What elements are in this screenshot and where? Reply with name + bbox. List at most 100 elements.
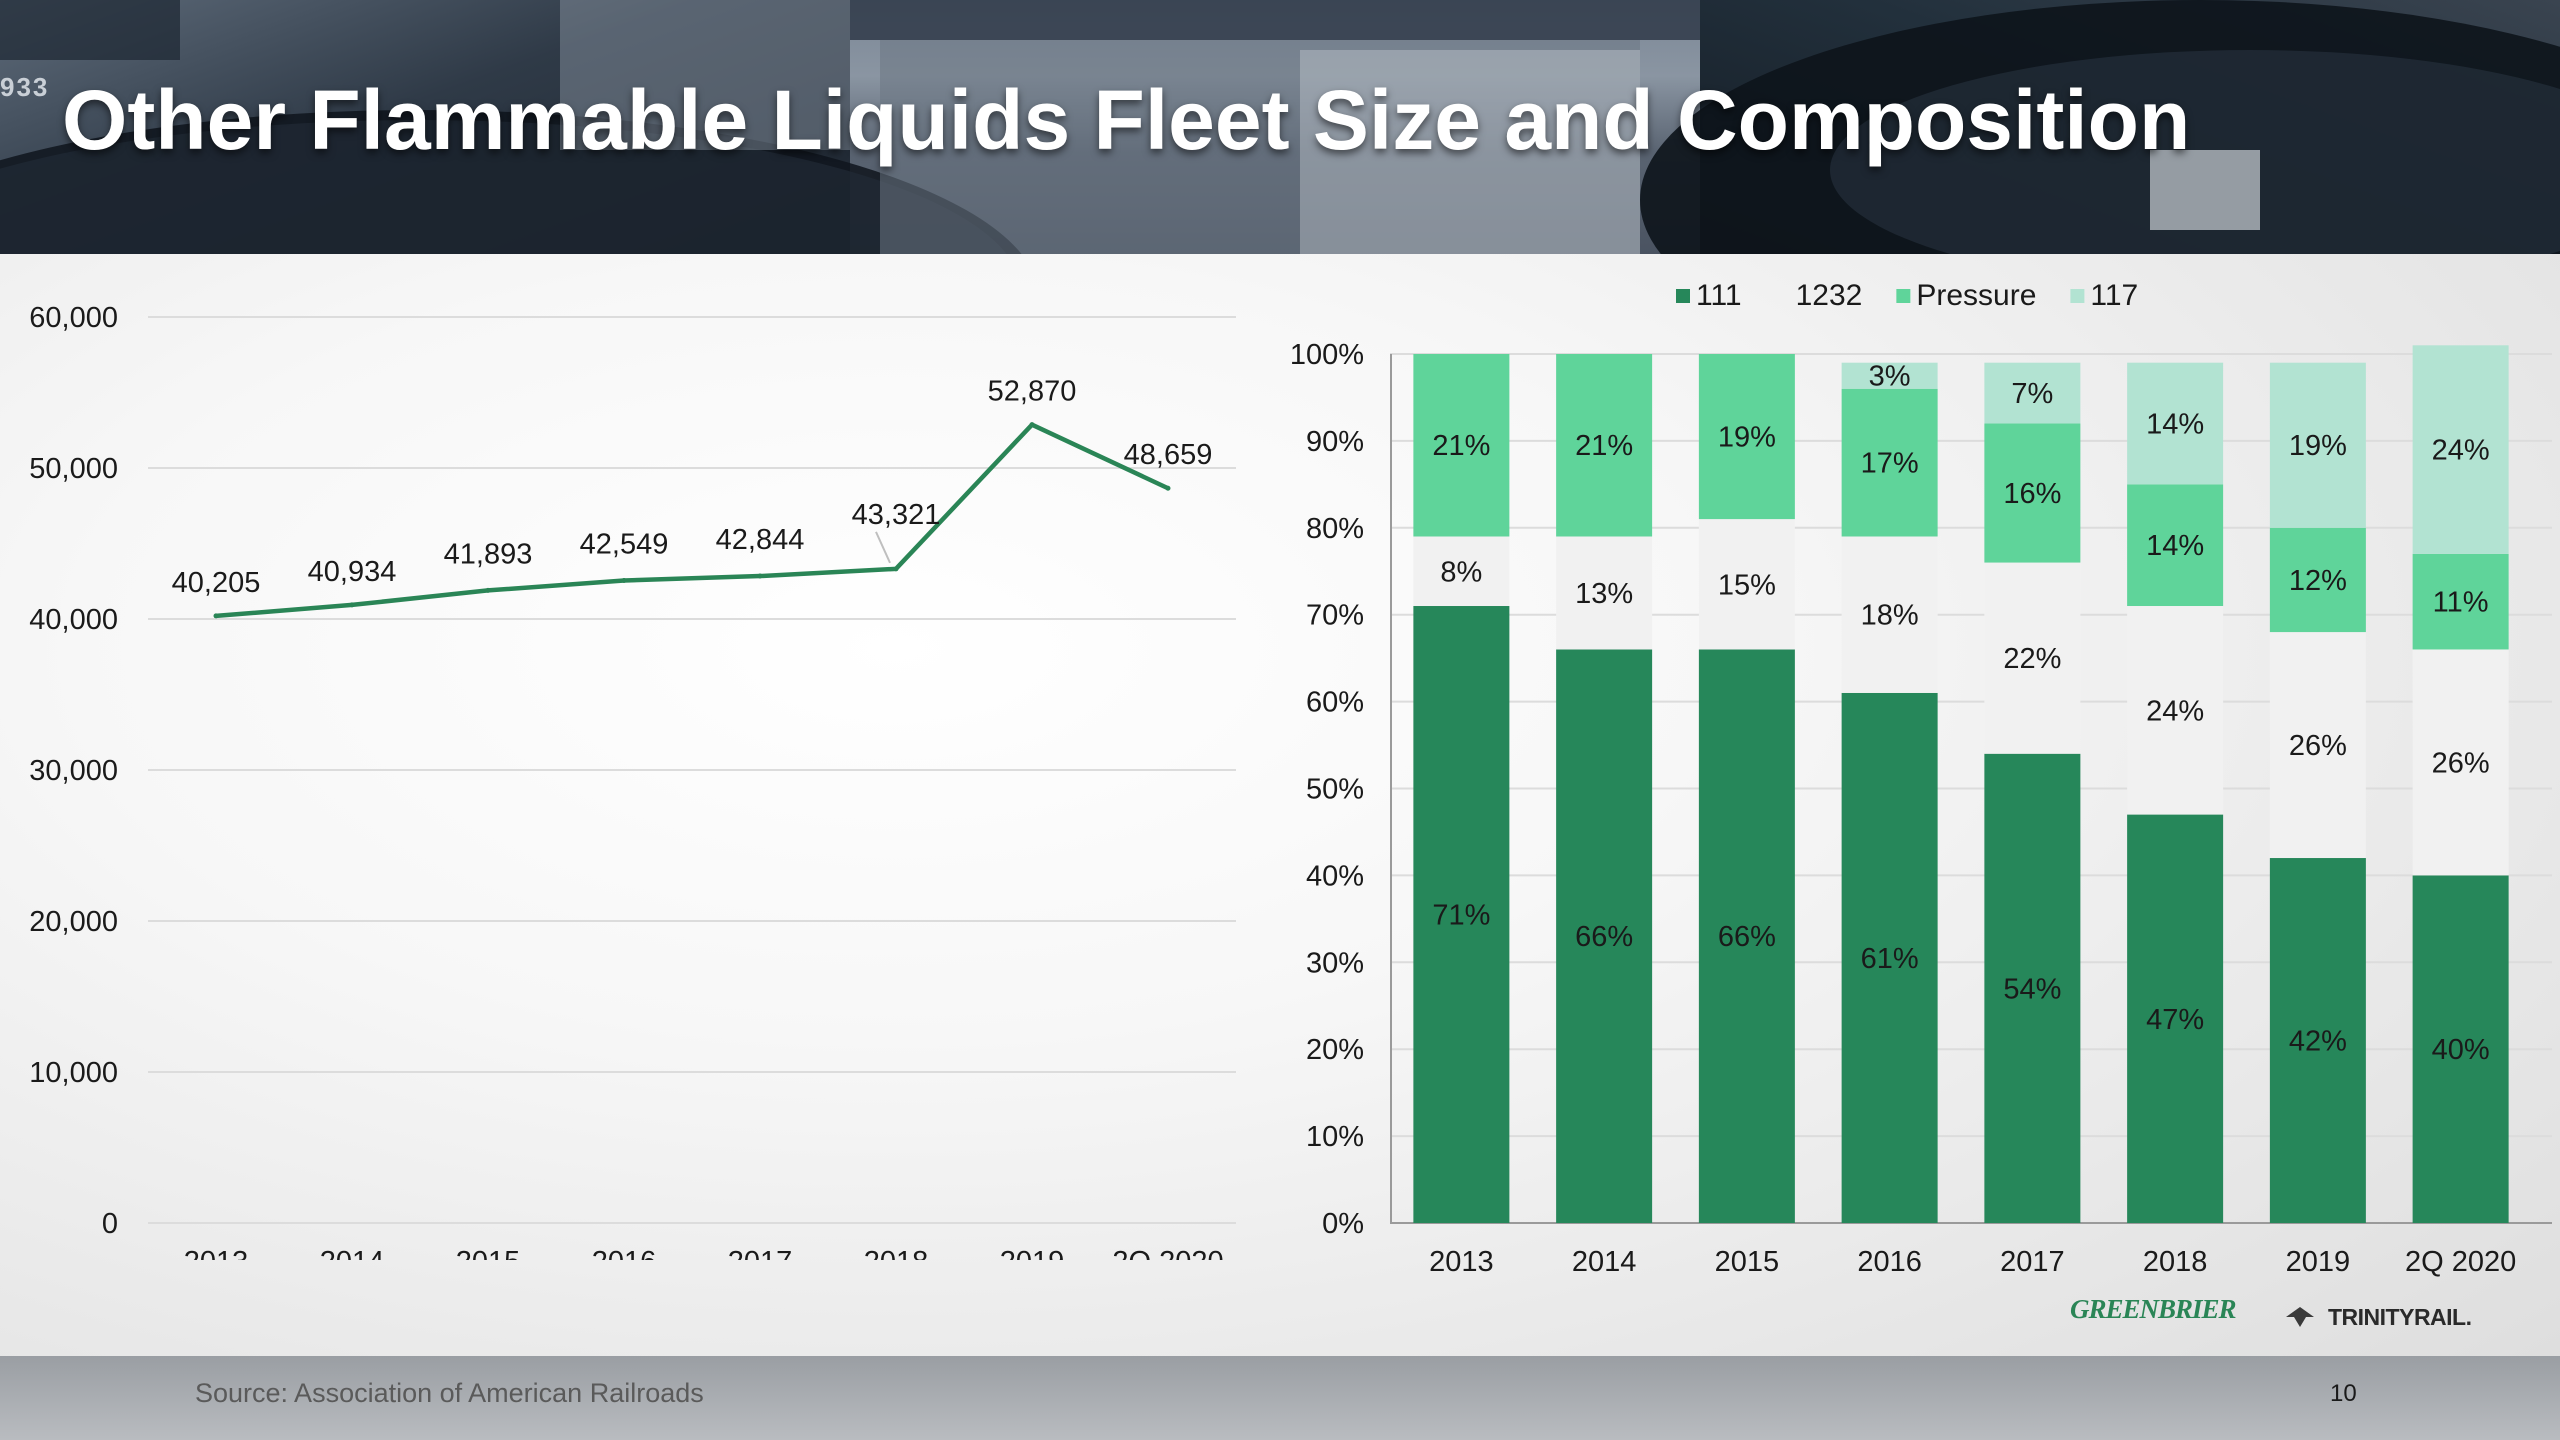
bar-segment-Pressure [2127,484,2224,607]
y-tick-label: 30% [1306,947,1364,979]
data-label: 48,659 [1124,439,1213,471]
bar-data-label: 40% [2432,1034,2490,1066]
bar-segment-117 [2269,362,2366,528]
bar-segment-111 [1698,649,1795,1223]
bar-data-label: 19% [2289,430,2347,462]
x-tick-label: 2015 [1715,1246,1780,1278]
bar-segment-Pressure [1413,354,1510,537]
legend-swatch-1232 [1775,289,1790,303]
bar-segment-Pressure [1984,423,2081,563]
bar-data-label: 66% [1718,921,1776,953]
x-tick-label: 2Q 2020 [2405,1246,2516,1278]
bar-data-label: 66% [1575,921,1633,953]
y-tick-label: 50% [1306,774,1364,806]
y-tick-label: 20% [1306,1034,1364,1066]
data-label: 43,321 [852,499,941,531]
data-point [757,573,763,579]
x-tick-label: 2013 [184,1246,249,1260]
header-photo-shapes [0,0,2560,254]
data-point [213,613,219,619]
y-tick-label: 10% [1306,1121,1364,1153]
data-label: 40,205 [172,567,261,599]
x-tick-label: 2017 [728,1246,793,1260]
x-tick-label: 2019 [2286,1246,2351,1278]
data-label-leader [875,531,891,564]
bar-segment-111 [2412,875,2509,1223]
y-tick-label: 40% [1306,860,1364,892]
y-tick-label: 90% [1306,426,1364,458]
series-line [215,422,1169,619]
footer-bar: Source: Association of American Railroad… [0,1356,2560,1440]
bar-segment-1232 [2269,632,2366,859]
bar-segment-111 [1556,649,1653,1223]
data-point [621,578,627,584]
bar-data-label: 14% [2146,409,2204,441]
bar-segment-117 [1984,362,2081,424]
bar-data-label: 24% [2432,435,2490,467]
data-label: 52,870 [988,376,1077,408]
bar-segment-117 [1841,362,1938,389]
line-chart: 0 10,000 20,000 30,000 40,000 50,000 60,000 201… [29,302,1236,1260]
bar-segment-Pressure [2269,527,2366,633]
bar-data-label: 7% [2011,378,2053,410]
y-tick-label: 10,000 [29,1057,118,1089]
bar-segment-111 [2269,858,2366,1223]
x-tick-label: 2014 [1572,1246,1637,1278]
legend-swatch-Pressure [1896,289,1911,303]
y-tick-label: 100% [1290,339,1364,371]
header-banner: 933 Other Flammable Liquids Fleet Size a… [0,0,2560,254]
bar-data-label: 26% [2289,730,2347,762]
bar-data-label: 21% [1575,430,1633,462]
y-tick-label: 70% [1306,600,1364,632]
data-label: 41,893 [444,538,533,570]
bar-segment-Pressure [1841,388,1938,537]
bar-segment-1232 [2127,606,2224,815]
data-point [1165,485,1171,491]
y-tick-label: 60% [1306,687,1364,719]
y-tick-label: 0 [102,1208,118,1240]
bar-data-label: 12% [2289,565,2347,597]
bar-segment-111 [1984,753,2081,1223]
stacked-bar-chart: 0% 10% 20% 30% 40% 50% 60% 70% 80% 90% 100% 2013 201… [1290,279,2552,1278]
page-number: 10 [2330,1380,2357,1407]
bar-data-label: 54% [2003,973,2061,1005]
y-tick-label: 0% [1322,1208,1364,1240]
bar-data-label: 3% [1869,361,1911,393]
bar-data-label: 71% [1432,900,1490,932]
logos: GREENBRIER TRINITYRAIL. [2070,1294,2472,1330]
bar-data-label: 14% [2146,530,2204,562]
bar-segment-111 [1413,606,1510,1223]
y-tick-label: 60,000 [29,302,118,334]
data-label: 40,934 [308,556,397,588]
data-label: 42,549 [580,529,669,561]
bar-segment-Pressure [1556,354,1653,537]
legend: 111 1232 Pressure 117 [1676,279,2138,312]
bar-data-label: 21% [1432,430,1490,462]
bar-segment-1232 [1413,536,1510,607]
bar-data-label: 13% [1575,578,1633,610]
x-tick-label: 2013 [1429,1246,1494,1278]
bar-data-label: 16% [2003,478,2061,510]
y-tick-label: 80% [1306,513,1364,545]
bar-segment-1232 [1984,562,2081,754]
greenbrier-logo: GREENBRIER [2070,1294,2236,1324]
bar-data-label: 42% [2289,1026,2347,1058]
bar-segment-1232 [2412,649,2509,876]
bar-segment-Pressure [2412,553,2509,650]
legend-label: 117 [2090,279,2138,312]
trinity-rail-logo: TRINITYRAIL. [2286,1304,2472,1330]
data-point [485,587,491,593]
y-tick-label: 40,000 [29,604,118,636]
y-tick-label: 20,000 [29,906,118,938]
legend-swatch-111 [1676,289,1690,303]
bar-data-label: 47% [2146,1004,2204,1036]
x-tick-label: 2019 [1000,1246,1065,1260]
bar-data-label: 24% [2146,695,2204,727]
legend-label: 111 [1696,279,1742,312]
header-photo-car-number: 933 [0,72,50,102]
bar-segment-1232 [1556,536,1653,650]
bar-data-label: 15% [1718,569,1776,601]
legend-swatch-117 [2070,289,2085,303]
bar-data-label: 19% [1718,422,1776,454]
x-tick-label: 2016 [592,1246,657,1260]
